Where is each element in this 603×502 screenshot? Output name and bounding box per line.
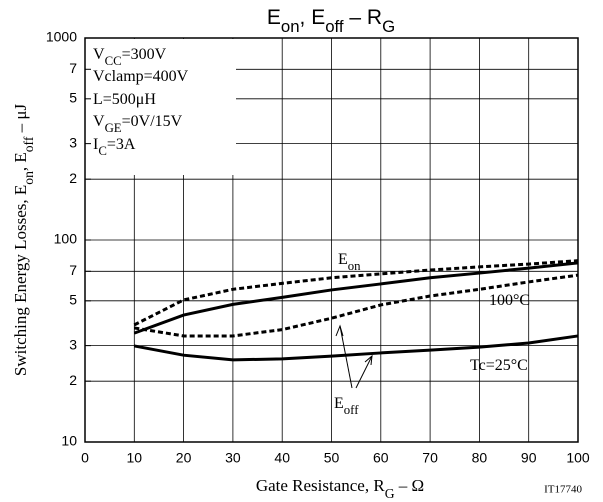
- conditions-box: [86, 39, 236, 175]
- y-tick-label: 5: [69, 90, 77, 106]
- y-tick-label: 3: [69, 336, 77, 352]
- arrow-head: [335, 324, 344, 337]
- subscript: GE: [105, 121, 122, 135]
- text-run: =300V: [122, 46, 167, 63]
- condition: VGE=0V/15V: [93, 113, 183, 135]
- x-tick-label: 20: [176, 450, 192, 466]
- y-tick-label: 2: [69, 372, 77, 388]
- series-line: [134, 334, 579, 362]
- subscript: on: [281, 17, 300, 36]
- text-run: V: [93, 113, 105, 130]
- x-tick-label: 100: [566, 450, 590, 466]
- y-tick-label: 10: [61, 433, 77, 449]
- subscript: on: [21, 171, 36, 185]
- x-tick-label: 40: [274, 450, 290, 466]
- subscript: C: [98, 144, 107, 158]
- series-group: [133, 259, 579, 362]
- condition: VCC=300V: [93, 46, 167, 68]
- chart-title: Eon, Eoff – RG: [267, 6, 395, 36]
- y-tick-label: 1000: [46, 29, 77, 45]
- x-axis-label: Gate Resistance, RG – Ω: [256, 476, 424, 501]
- y-tick-label: 100: [54, 231, 78, 247]
- text-run: – μJ: [11, 104, 30, 137]
- series-line: [133, 261, 579, 335]
- condition: IC=3A: [93, 136, 136, 158]
- y-tick-label: 3: [69, 134, 77, 150]
- arrow-head: [364, 354, 373, 366]
- x-tick-label: 70: [422, 450, 438, 466]
- x-tick-label: 50: [324, 450, 340, 466]
- text-run: =0V/15V: [122, 113, 183, 130]
- x-tick-label: 10: [127, 450, 143, 466]
- text-run: L=500μH: [93, 91, 156, 108]
- arrows: [335, 324, 373, 389]
- text-run: Vclamp=400V: [93, 68, 189, 85]
- text-run: E: [334, 395, 344, 412]
- subscript: CC: [105, 54, 122, 68]
- text-run: , E: [300, 6, 326, 29]
- y-tick-label: 7: [69, 60, 77, 76]
- subscript: G: [382, 17, 395, 36]
- figure-code: IT17740: [544, 484, 582, 496]
- text-run: – Ω: [395, 476, 425, 495]
- annotation: Eoff: [334, 395, 359, 417]
- text-run: , E: [11, 152, 30, 171]
- text-run: E: [338, 251, 348, 268]
- text-run: E: [267, 6, 281, 29]
- arrow: [355, 355, 373, 389]
- text-run: Switching Energy Losses, E: [11, 185, 30, 376]
- y-tick-label: 2: [69, 170, 77, 186]
- condition: L=500μH: [93, 91, 156, 108]
- y-tick-label: 5: [69, 292, 77, 308]
- text-run: 100°C: [489, 292, 530, 309]
- y-tick-label: 7: [69, 262, 77, 278]
- annotation: Eon: [338, 251, 361, 273]
- subscript: on: [348, 259, 361, 273]
- x-tick-label: 90: [521, 450, 537, 466]
- series-line: [133, 259, 579, 327]
- text-run: V: [93, 46, 105, 63]
- arrow: [339, 325, 353, 389]
- subscript: off: [21, 136, 36, 152]
- x-tick-label: 0: [81, 450, 89, 466]
- y-axis-label: Switching Energy Losses, Eon, Eoff – μJ: [11, 104, 36, 377]
- text-run: – R: [344, 6, 383, 29]
- x-tick-label: 60: [373, 450, 389, 466]
- text-run: Gate Resistance, R: [256, 476, 386, 495]
- x-tick-label: 80: [472, 450, 488, 466]
- series-line: [134, 273, 579, 338]
- subscript: G: [385, 486, 395, 501]
- text-run: Tc=25°C: [470, 357, 528, 374]
- subscript: off: [344, 403, 359, 417]
- text-run: =3A: [107, 136, 136, 153]
- annotation: Tc=25°C: [470, 357, 528, 374]
- condition: Vclamp=400V: [93, 68, 189, 85]
- x-tick-label: 30: [225, 450, 241, 466]
- annotation: 100°C: [489, 292, 530, 309]
- text-run: I: [93, 136, 98, 153]
- subscript: off: [325, 17, 344, 36]
